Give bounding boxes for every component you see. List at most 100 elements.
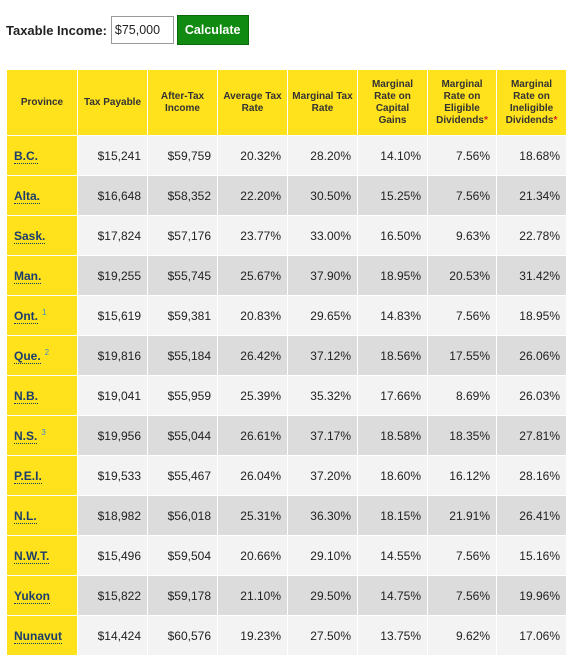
table-cell: 21.10% xyxy=(217,575,288,616)
table-cell: 25.67% xyxy=(217,255,288,296)
province-link[interactable]: P.E.I. xyxy=(14,468,42,484)
table-cell: 9.63% xyxy=(427,215,497,256)
table-cell: 36.30% xyxy=(287,495,358,536)
column-header-label: Province xyxy=(20,96,64,108)
table-cell: 15.16% xyxy=(496,535,567,576)
province-link[interactable]: N.S. xyxy=(14,429,38,444)
table-cell: 20.66% xyxy=(217,535,288,576)
table-cell: 27.50% xyxy=(287,615,358,656)
column-header-label: After-Tax Income xyxy=(160,90,205,114)
table-cell: $19,816 xyxy=(77,335,148,376)
table-cell: 27.81% xyxy=(496,415,567,456)
taxable-income-input[interactable] xyxy=(110,16,174,44)
table-cell: 14.75% xyxy=(357,575,428,616)
province-link[interactable]: Que. xyxy=(14,349,41,364)
table-cell: $55,745 xyxy=(147,255,218,296)
table-cell: 13.75% xyxy=(357,615,428,656)
column-header-label: Average Tax Rate xyxy=(223,90,282,114)
table-cell: 22.20% xyxy=(217,175,288,216)
table-body: B.C. $15,241 $59,759 20.32% 28.20% 14.10% 7.56… xyxy=(6,135,567,656)
table-cell: 29.10% xyxy=(287,535,358,576)
table-cell: 28.16% xyxy=(496,455,567,496)
table-cell: $19,255 xyxy=(77,255,148,296)
column-header-label: Marginal Rate on Eligible Dividends xyxy=(436,78,484,126)
province-link[interactable]: B.C. xyxy=(14,148,38,164)
province-link[interactable]: Alta. xyxy=(14,188,41,204)
column-header-label: Tax Payable xyxy=(83,96,142,108)
footnote-link[interactable]: 2 xyxy=(44,348,50,357)
table-cell: 37.17% xyxy=(287,415,358,456)
asterisk-note-marker: * xyxy=(483,114,488,126)
table-row: Nunavut $14,424 $60,576 19.23% 27.50% 13.75% 9… xyxy=(6,615,567,656)
table-cell: $59,178 xyxy=(147,575,218,616)
province-cell: Man. xyxy=(6,255,78,296)
table-row: N.S. 3 $19,956 $55,044 26.61% 37.17% 18.58% 18.… xyxy=(6,415,567,456)
table-cell: $59,381 xyxy=(147,295,218,336)
province-link[interactable]: N.B. xyxy=(14,388,38,404)
province-link[interactable]: Ont. xyxy=(14,309,38,324)
calculate-button[interactable]: Calculate xyxy=(176,15,249,45)
column-header: Average Tax Rate xyxy=(217,69,288,136)
table-cell: $17,824 xyxy=(77,215,148,256)
table-cell: 14.10% xyxy=(357,135,428,176)
province-link[interactable]: N.L. xyxy=(14,508,37,524)
table-cell: $56,018 xyxy=(147,495,218,536)
table-cell: 7.56% xyxy=(427,575,497,616)
table-cell: $19,041 xyxy=(77,375,148,416)
table-cell: 37.20% xyxy=(287,455,358,496)
table-cell: 14.83% xyxy=(357,295,428,336)
table-cell: $55,044 xyxy=(147,415,218,456)
table-cell: 21.34% xyxy=(496,175,567,216)
table-row: Sask. $17,824 $57,176 23.77% 33.00% 16.50% 9.6… xyxy=(6,215,567,256)
table-cell: $15,241 xyxy=(77,135,148,176)
table-cell: $15,496 xyxy=(77,535,148,576)
column-header: Tax Payable xyxy=(77,69,148,136)
table-cell: 16.50% xyxy=(357,215,428,256)
table-cell: 18.95% xyxy=(496,295,567,336)
table-header-row: Province Tax Payable After-Tax Income Avera… xyxy=(6,69,567,136)
footnote-link[interactable]: 1 xyxy=(42,308,47,317)
table-cell: $15,619 xyxy=(77,295,148,336)
table-row: N.W.T. $15,496 $59,504 20.66% 29.10% 14.55% 7.… xyxy=(6,535,567,576)
table-row: Que. 2 $19,816 $55,184 26.42% 37.12% 18.56% 17.… xyxy=(6,335,567,376)
province-link[interactable]: N.W.T. xyxy=(14,548,50,564)
table-cell: 18.15% xyxy=(357,495,428,536)
table-cell: 18.68% xyxy=(496,135,567,176)
table-cell: $57,176 xyxy=(147,215,218,256)
table-cell: 18.95% xyxy=(357,255,428,296)
table-cell: 16.12% xyxy=(427,455,497,496)
table-cell: 21.91% xyxy=(427,495,497,536)
table-cell: 20.32% xyxy=(217,135,288,176)
table-cell: 29.50% xyxy=(287,575,358,616)
footnote-link[interactable]: 3 xyxy=(41,428,46,437)
province-cell: Sask. xyxy=(6,215,78,256)
province-link[interactable]: Yukon xyxy=(14,588,51,604)
table-cell: $18,982 xyxy=(77,495,148,536)
table-cell: $19,533 xyxy=(77,455,148,496)
table-cell: 26.41% xyxy=(496,495,567,536)
column-header-label: Marginal Tax Rate xyxy=(292,90,353,114)
column-header: Province xyxy=(6,69,78,136)
table-cell: 14.55% xyxy=(357,535,428,576)
table-cell: 35.32% xyxy=(287,375,358,416)
province-cell: N.S. 3 xyxy=(6,415,78,456)
table-cell: $55,184 xyxy=(147,335,218,376)
province-link[interactable]: Nunavut xyxy=(14,628,62,644)
table-cell: 25.31% xyxy=(217,495,288,536)
table-cell: 26.42% xyxy=(217,335,288,376)
province-link[interactable]: Sask. xyxy=(14,228,46,244)
taxable-income-label: Taxable Income: xyxy=(6,22,107,38)
table-row: Ont. 1 $15,619 $59,381 20.83% 29.65% 14.83% 7.5… xyxy=(6,295,567,336)
table-cell: 7.56% xyxy=(427,135,497,176)
table-row: Yukon $15,822 $59,178 21.10% 29.50% 14.75% 7.5… xyxy=(6,575,567,616)
table-cell: 7.56% xyxy=(427,535,497,576)
table-cell: $59,759 xyxy=(147,135,218,176)
table-cell: 18.60% xyxy=(357,455,428,496)
table-cell: 37.12% xyxy=(287,335,358,376)
income-form: Taxable Income: Calculate xyxy=(6,14,249,46)
province-link[interactable]: Man. xyxy=(14,268,42,284)
table-cell: $58,352 xyxy=(147,175,218,216)
table-cell: 29.65% xyxy=(287,295,358,336)
table-cell: 26.04% xyxy=(217,455,288,496)
province-cell: N.L. xyxy=(6,495,78,536)
